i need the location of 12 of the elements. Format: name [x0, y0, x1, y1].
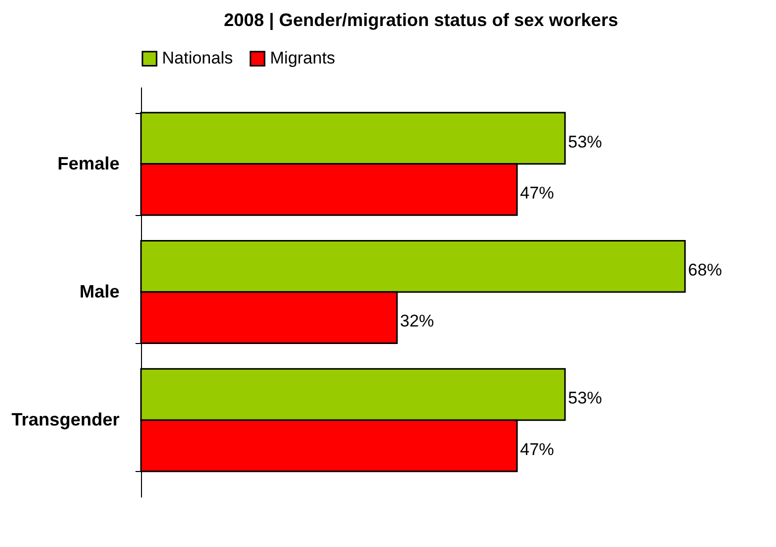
data-label: 53%	[568, 388, 602, 408]
y-tick-label: Male	[79, 282, 120, 302]
legend-label: Migrants	[270, 48, 336, 68]
data-label: 53%	[568, 132, 602, 152]
y-tick-label: Female	[57, 153, 120, 174]
data-label: 32%	[400, 312, 434, 331]
chart-title: 2008 | Gender/migration status of sex workers	[224, 10, 618, 30]
data-label: 47%	[520, 184, 554, 202]
y-tick-label: Transgender	[11, 410, 120, 430]
data-label: 47%	[520, 440, 554, 459]
legend-label: Nationals	[162, 48, 233, 68]
data-label: 68%	[688, 260, 722, 280]
